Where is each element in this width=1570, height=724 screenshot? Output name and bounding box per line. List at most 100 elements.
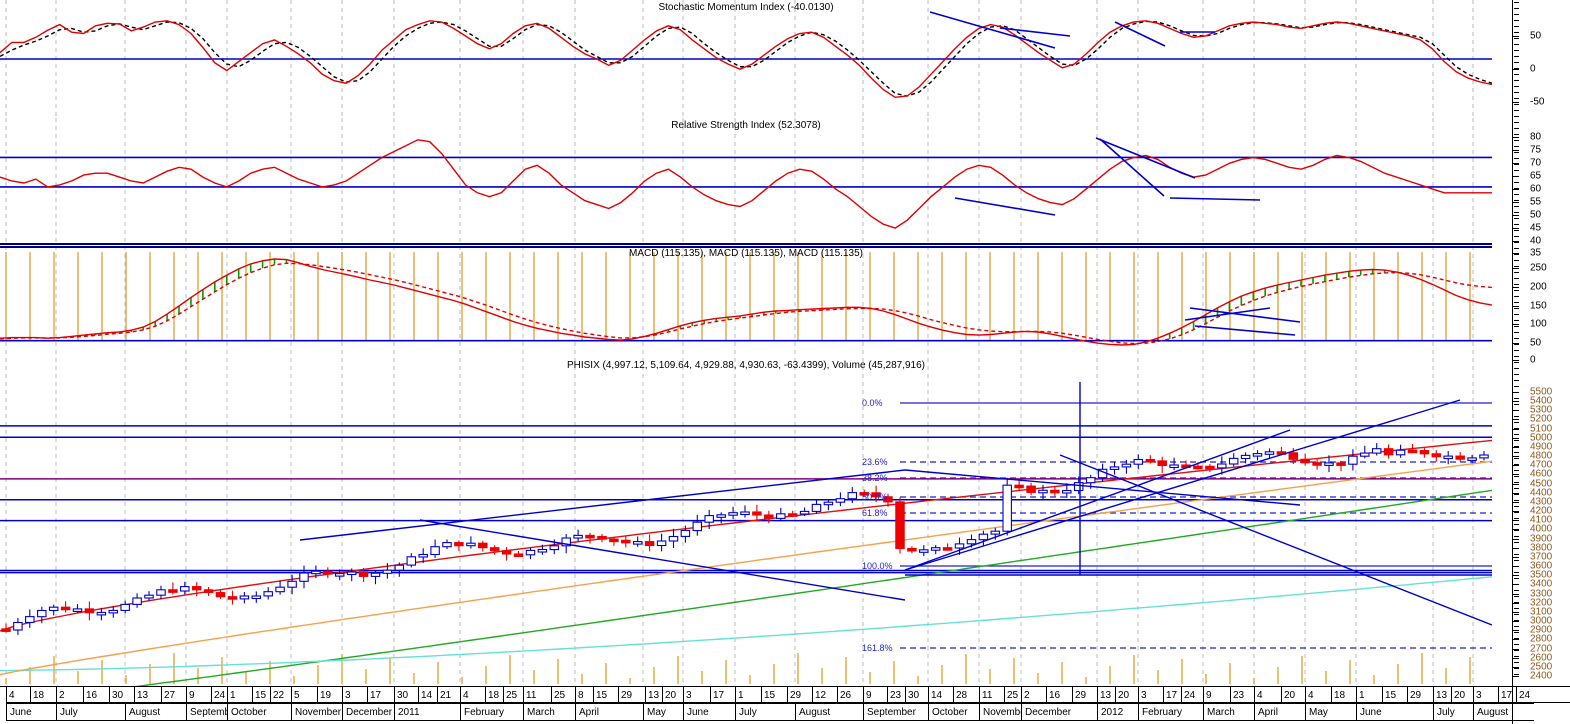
date-axis-day[interactable]: 18	[30, 686, 56, 703]
date-axis-month[interactable]: August	[1473, 703, 1534, 721]
date-axis-day[interactable]: 13	[134, 686, 161, 703]
date-axis-month[interactable]: March	[523, 703, 575, 721]
axis-minor-tick	[1514, 470, 1519, 471]
date-axis-month[interactable]: September	[863, 703, 928, 721]
date-axis-day[interactable]: 11	[979, 686, 1004, 703]
date-axis-day[interactable]: 18	[485, 686, 503, 703]
date-axis-day[interactable]: 9	[186, 686, 211, 703]
date-axis-day[interactable]: 20	[1451, 686, 1473, 703]
date-axis-day[interactable]: 8	[575, 686, 593, 703]
date-axis-day[interactable]: 29	[1072, 686, 1097, 703]
panel-relative-strength-index[interactable]: Relative Strength Index (52.3078)	[0, 118, 1492, 246]
date-axis-day[interactable]: 24	[211, 686, 227, 703]
date-axis-day[interactable]: 17	[710, 686, 735, 703]
date-axis-day[interactable]: 14	[418, 686, 437, 703]
date-axis-day[interactable]: 17	[1163, 686, 1181, 703]
date-axis-day[interactable]: 26	[837, 686, 863, 703]
date-axis-day[interactable]: 15	[252, 686, 270, 703]
date-axis-month[interactable]: December	[1021, 703, 1097, 721]
date-axis-day[interactable]: 13	[645, 686, 662, 703]
date-axis-month[interactable]: July	[56, 703, 125, 721]
panel-macd[interactable]: MACD (115.135), MACD (115.135), MACD (11…	[0, 246, 1492, 358]
date-axis-month[interactable]: 2012	[1097, 703, 1138, 721]
date-axis-day[interactable]: 22	[270, 686, 291, 703]
date-axis-day[interactable]: 3	[342, 686, 367, 703]
date-axis-day[interactable]: 20	[1281, 686, 1305, 703]
date-axis-day[interactable]: 1	[735, 686, 761, 703]
date-axis-day[interactable]: 4	[1254, 686, 1281, 703]
date-axis-day[interactable]: 4	[6, 686, 30, 703]
date-axis-day[interactable]: 29	[1407, 686, 1433, 703]
date-axis-day[interactable]: 9	[863, 686, 887, 703]
date-axis-day[interactable]: 15	[1382, 686, 1407, 703]
date-axis-day[interactable]: 28	[953, 686, 979, 703]
date-axis-day[interactable]: 12	[812, 686, 837, 703]
date-axis-month[interactable]: November	[291, 703, 342, 721]
panel-stochastic-momentum-index[interactable]: Stochastic Momentum Index (-40.0130)	[0, 0, 1492, 118]
date-axis-day[interactable]: 1	[227, 686, 252, 703]
date-axis-day[interactable]: 29	[787, 686, 812, 703]
date-axis[interactable]: 4 18 2 16 30 13 27 9 24 1 15 22 5 19 3 17 30 14 21 4 18 25 11 2…	[0, 686, 1570, 724]
date-axis-day[interactable]: 3	[1473, 686, 1498, 703]
date-axis-day[interactable]: 24	[1516, 686, 1570, 703]
panel-price-phisix[interactable]: PHISIX (4,997.12, 5,109.64, 4,929.88, 4,…	[0, 358, 1492, 686]
date-axis-day[interactable]: 25	[503, 686, 523, 703]
date-axis-day[interactable]: 2	[56, 686, 83, 703]
date-axis-day[interactable]: 18	[1331, 686, 1356, 703]
date-axis-day[interactable]: 30	[394, 686, 418, 703]
date-axis-month[interactable]: December	[342, 703, 394, 721]
date-axis-day[interactable]: 27	[161, 686, 186, 703]
date-axis-day[interactable]: 15	[593, 686, 618, 703]
date-axis-day[interactable]: 4	[460, 686, 485, 703]
date-axis-day[interactable]: 23	[1230, 686, 1254, 703]
date-axis-day[interactable]: 11	[523, 686, 551, 703]
date-axis-month[interactable]: March	[1203, 703, 1254, 721]
date-axis-day[interactable]: 1	[1356, 686, 1382, 703]
date-axis-month[interactable]: July	[735, 703, 795, 721]
date-axis-month[interactable]: April	[575, 703, 643, 721]
date-axis-month[interactable]: October	[227, 703, 291, 721]
date-axis-day[interactable]: 3	[683, 686, 710, 703]
date-axis-day[interactable]: 16	[1046, 686, 1072, 703]
date-axis-day[interactable]: 24	[1181, 686, 1203, 703]
date-axis-month[interactable]: August	[795, 703, 863, 721]
date-axis-day[interactable]: 14	[928, 686, 953, 703]
date-axis-day[interactable]: 20	[662, 686, 683, 703]
date-axis-day[interactable]: 25	[1004, 686, 1021, 703]
date-axis-month[interactable]: October	[928, 703, 979, 721]
date-axis-month[interactable]: September	[186, 703, 227, 721]
date-axis-day[interactable]: 15	[761, 686, 787, 703]
date-axis-day[interactable]: 30	[905, 686, 928, 703]
date-axis-day[interactable]: 4	[1305, 686, 1331, 703]
date-axis-day[interactable]: 9	[1203, 686, 1230, 703]
date-axis-month[interactable]: August	[125, 703, 186, 721]
date-axis-day[interactable]: 17	[367, 686, 394, 703]
date-axis-day[interactable]: 3	[1138, 686, 1163, 703]
date-axis-month[interactable]: July	[1433, 703, 1473, 721]
date-axis-month[interactable]: June	[6, 703, 56, 721]
date-axis-day[interactable]: 25	[551, 686, 575, 703]
date-axis-month[interactable]: 2011	[394, 703, 460, 721]
date-axis-day[interactable]: 19	[317, 686, 342, 703]
date-axis-day[interactable]: 17	[1498, 686, 1516, 703]
date-axis-month[interactable]: June	[1356, 703, 1433, 721]
date-axis-day[interactable]: 21	[437, 686, 460, 703]
date-axis-month[interactable]: November	[979, 703, 1021, 721]
date-axis-month[interactable]: June	[683, 703, 735, 721]
date-axis-day[interactable]: 2	[1021, 686, 1046, 703]
date-axis-day[interactable]: 23	[887, 686, 905, 703]
date-axis-day[interactable]: 29	[618, 686, 645, 703]
date-axis-day[interactable]: 16	[83, 686, 109, 703]
date-axis-day[interactable]: 30	[109, 686, 134, 703]
date-axis-month[interactable]: February	[1138, 703, 1203, 721]
axis-tick-label: 3700	[1530, 551, 1553, 563]
date-axis-month[interactable]: April	[1254, 703, 1305, 721]
date-axis-day[interactable]: 5	[291, 686, 317, 703]
date-axis-day[interactable]: 13	[1433, 686, 1451, 703]
value-axis[interactable]: 50 0 -50 80 75 70 65 60 55 50 45 40 35 250 200 150 100 50…	[1492, 0, 1570, 724]
date-axis-month[interactable]: February	[460, 703, 523, 721]
date-axis-month[interactable]: May	[643, 703, 683, 721]
date-axis-day[interactable]: 20	[1115, 686, 1138, 703]
date-axis-day[interactable]: 13	[1097, 686, 1115, 703]
date-axis-month[interactable]: May	[1305, 703, 1356, 721]
